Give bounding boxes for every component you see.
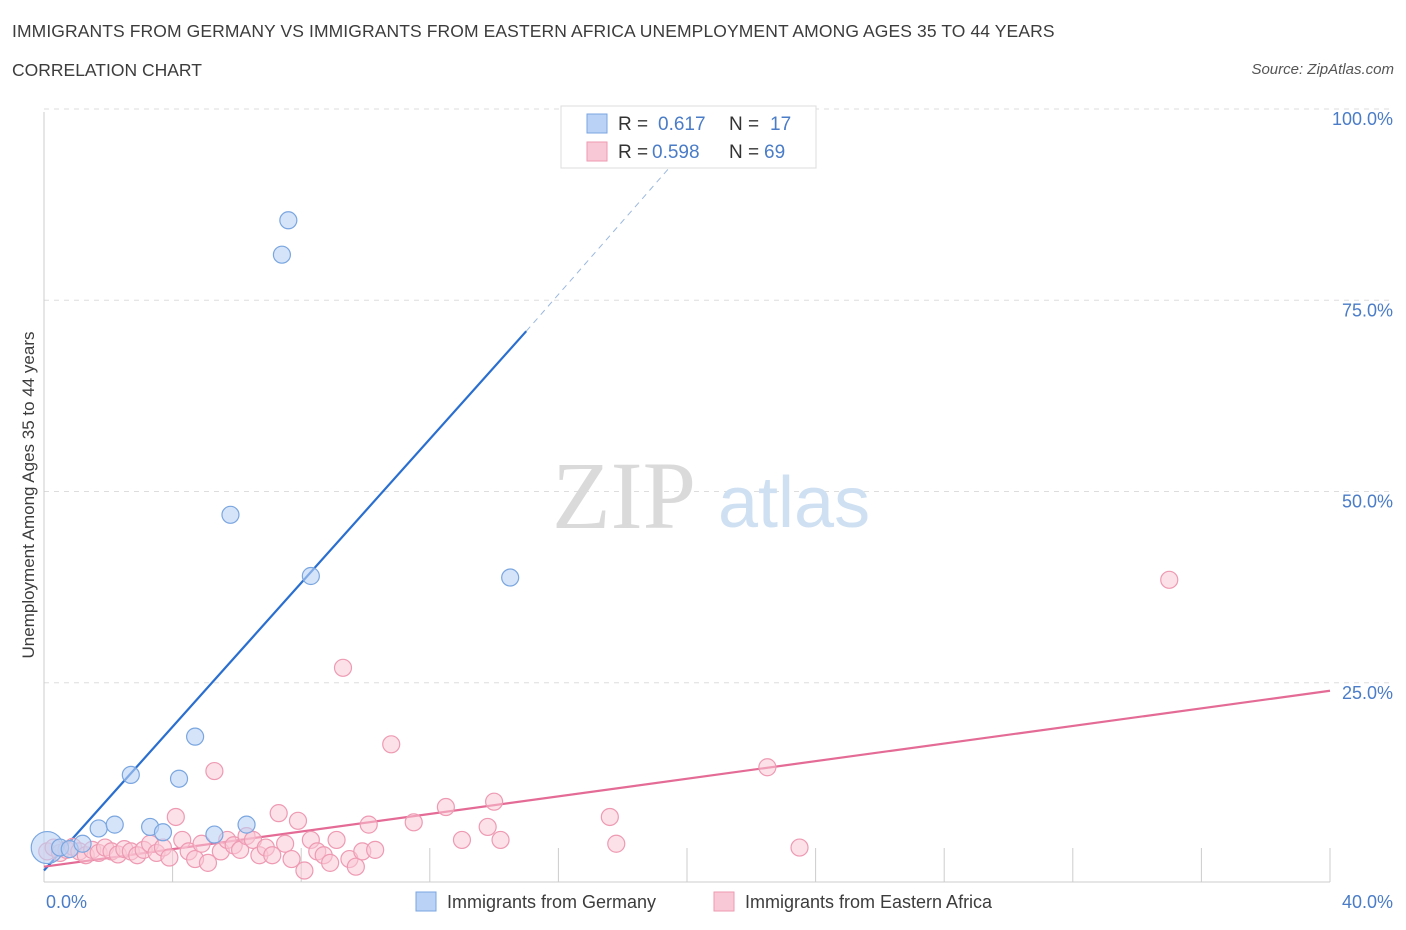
data-point-germany-5 bbox=[105, 815, 124, 834]
data-point-eastern-africa-54 bbox=[436, 797, 455, 817]
axes bbox=[43, 112, 1330, 883]
data-point-eastern-africa-19 bbox=[160, 848, 179, 867]
x-tick-label-0: 0.0% bbox=[46, 892, 87, 912]
data-point-eastern-africa-59 bbox=[600, 807, 619, 827]
data-points bbox=[30, 211, 1179, 880]
legend-n-value-germany: 17 bbox=[770, 114, 791, 135]
y-tick-label-1: 50.0% bbox=[1342, 492, 1393, 512]
legend-n-label-eastern-africa: N = bbox=[729, 142, 759, 163]
data-point-eastern-africa-37 bbox=[276, 834, 295, 853]
data-point-eastern-africa-26 bbox=[205, 761, 224, 781]
tick-labels: 25.0% 50.0% 75.0% 100.0% 0.0% 40.0% bbox=[46, 109, 1393, 912]
data-point-germany-13 bbox=[237, 815, 256, 834]
data-point-eastern-africa-60 bbox=[607, 834, 626, 853]
data-point-eastern-africa-35 bbox=[263, 846, 282, 865]
data-point-eastern-africa-20 bbox=[166, 807, 185, 827]
legend-r-label-eastern-africa: R = bbox=[618, 142, 648, 163]
legend-r-value-germany: 0.617 bbox=[658, 114, 706, 135]
source-credit: Source: ZipAtlas.com bbox=[1251, 61, 1394, 78]
x-tick-label-1: 40.0% bbox=[1342, 892, 1393, 912]
data-point-eastern-africa-53 bbox=[404, 813, 423, 832]
bottom-legend-swatch-eastern-africa bbox=[713, 891, 735, 912]
data-point-eastern-africa-46 bbox=[333, 658, 353, 677]
bottom-legend: Immigrants from Germany Immigrants from … bbox=[415, 891, 993, 912]
data-point-eastern-africa-24 bbox=[192, 834, 211, 853]
data-point-eastern-africa-62 bbox=[790, 838, 809, 857]
legend-r-value-eastern-africa: 0.598 bbox=[652, 142, 700, 163]
legend-n-label-germany: N = bbox=[729, 114, 759, 135]
bottom-legend-swatch-germany bbox=[415, 891, 437, 912]
legend-n-value-eastern-africa: 69 bbox=[764, 142, 785, 163]
data-point-germany-4 bbox=[89, 819, 108, 838]
data-point-germany-14 bbox=[272, 245, 292, 264]
data-point-eastern-africa-51 bbox=[366, 840, 385, 859]
bottom-legend-label-eastern-africa: Immigrants from Eastern Africa bbox=[745, 892, 993, 912]
watermark: ZIP atlas bbox=[552, 442, 870, 549]
chart-subtitle: CORRELATION CHART bbox=[12, 60, 202, 80]
y-tick-label-3: 100.0% bbox=[1332, 109, 1393, 129]
y-axis-label: Unemployment Among Ages 35 to 44 years bbox=[19, 332, 38, 659]
data-point-eastern-africa-45 bbox=[327, 830, 346, 850]
data-point-eastern-africa-36 bbox=[269, 804, 288, 823]
data-point-germany-6 bbox=[121, 765, 140, 785]
data-point-eastern-africa-63 bbox=[1160, 570, 1179, 589]
watermark-atlas: atlas bbox=[718, 463, 870, 543]
data-point-eastern-africa-38 bbox=[282, 849, 301, 869]
data-point-eastern-africa-55 bbox=[452, 830, 472, 850]
data-point-eastern-africa-58 bbox=[491, 830, 510, 850]
data-point-eastern-africa-57 bbox=[485, 792, 504, 811]
legend-r-label-germany: R = bbox=[618, 114, 648, 135]
data-point-eastern-africa-25 bbox=[198, 853, 218, 872]
data-point-eastern-africa-44 bbox=[321, 853, 340, 872]
data-point-eastern-africa-48 bbox=[346, 857, 365, 876]
legend-swatch-eastern-africa bbox=[586, 141, 608, 162]
bottom-legend-label-germany: Immigrants from Germany bbox=[447, 892, 656, 912]
data-point-germany-11 bbox=[205, 825, 224, 844]
data-point-germany-16 bbox=[301, 566, 320, 586]
legend-swatch-germany bbox=[586, 113, 608, 134]
data-point-eastern-africa-40 bbox=[295, 861, 314, 880]
data-point-germany-8 bbox=[153, 823, 173, 842]
data-point-germany-10 bbox=[186, 727, 205, 746]
data-point-eastern-africa-39 bbox=[288, 811, 308, 830]
data-point-germany-17 bbox=[501, 568, 520, 587]
data-point-germany-15 bbox=[279, 211, 298, 230]
data-point-germany-12 bbox=[221, 505, 240, 524]
trend-line-germany bbox=[43, 330, 528, 872]
data-point-eastern-africa-56 bbox=[478, 817, 497, 837]
watermark-zip: ZIP bbox=[552, 442, 696, 549]
chart-title: IMMIGRANTS FROM GERMANY VS IMMIGRANTS FR… bbox=[12, 21, 1055, 41]
data-point-eastern-africa-61 bbox=[758, 758, 777, 777]
data-point-eastern-africa-52 bbox=[382, 735, 401, 754]
data-point-eastern-africa-50 bbox=[359, 815, 378, 834]
y-tick-label-2: 75.0% bbox=[1342, 300, 1393, 320]
top-legend: R = 0.617 N = 17 R = 0.598 N = 69 bbox=[560, 105, 817, 169]
y-tick-label-0: 25.0% bbox=[1342, 683, 1393, 703]
data-point-germany-9 bbox=[169, 769, 189, 788]
trend-line-germany-extension bbox=[525, 147, 688, 332]
data-point-germany-3 bbox=[73, 834, 92, 853]
